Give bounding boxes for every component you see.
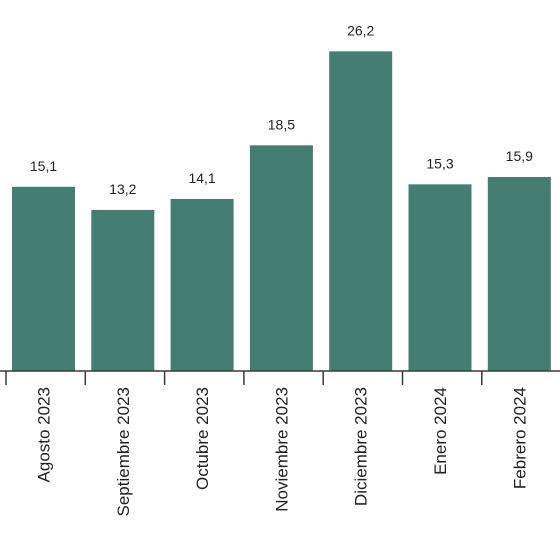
bar xyxy=(487,177,551,371)
x-tick-label: Agosto 2023 xyxy=(35,387,54,482)
bar-value-label: 15,1 xyxy=(30,158,57,174)
bar xyxy=(329,51,393,372)
bar-value-label: 15,3 xyxy=(426,155,453,171)
x-ticks-group xyxy=(5,371,483,385)
x-tick-label: Febrero 2024 xyxy=(510,387,529,489)
bar xyxy=(91,209,155,371)
bar xyxy=(170,198,234,371)
x-tick-label: Octubre 2023 xyxy=(193,387,212,490)
bar-value-label: 15,9 xyxy=(506,148,533,164)
value-labels-group: 15,1 13,2 14,1 18,5 26,2 15,3 15,9 xyxy=(30,22,533,197)
bar-value-label: 26,2 xyxy=(347,22,374,38)
x-tick-label: Enero 2024 xyxy=(431,387,450,475)
bars-group xyxy=(12,51,551,372)
bar-value-label: 18,5 xyxy=(268,116,295,132)
bar-value-label: 13,2 xyxy=(109,181,136,197)
x-tick-label: Noviembre 2023 xyxy=(272,387,291,512)
bar xyxy=(12,186,75,371)
x-tick-labels-group: Agosto 2023 Septiembre 2023 Octubre 2023 No… xyxy=(35,387,530,516)
bar xyxy=(408,184,472,371)
x-tick-label: Diciembre 2023 xyxy=(352,387,371,506)
x-tick-label: Septiembre 2023 xyxy=(114,387,133,516)
bar-value-label: 14,1 xyxy=(188,170,215,186)
bar xyxy=(249,145,313,371)
